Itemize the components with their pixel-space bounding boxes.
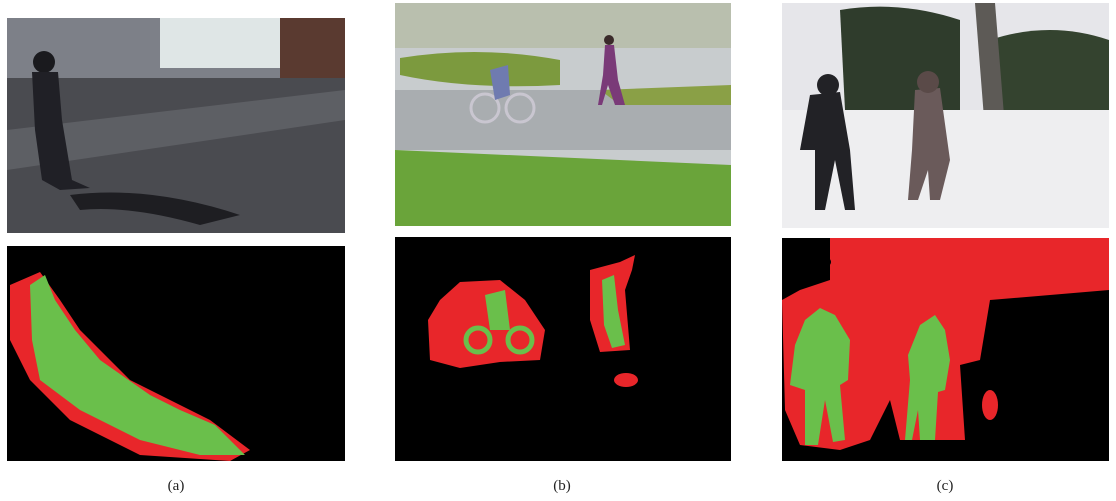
caption: (c) bbox=[937, 478, 954, 494]
caption: (b) bbox=[553, 478, 571, 494]
caption: (a) bbox=[168, 478, 185, 494]
mask-b bbox=[395, 237, 731, 461]
photo-a bbox=[7, 18, 345, 233]
photo-b bbox=[395, 3, 731, 226]
mask-c bbox=[782, 238, 1109, 461]
photo-c bbox=[782, 3, 1109, 228]
mask-a bbox=[7, 246, 345, 461]
